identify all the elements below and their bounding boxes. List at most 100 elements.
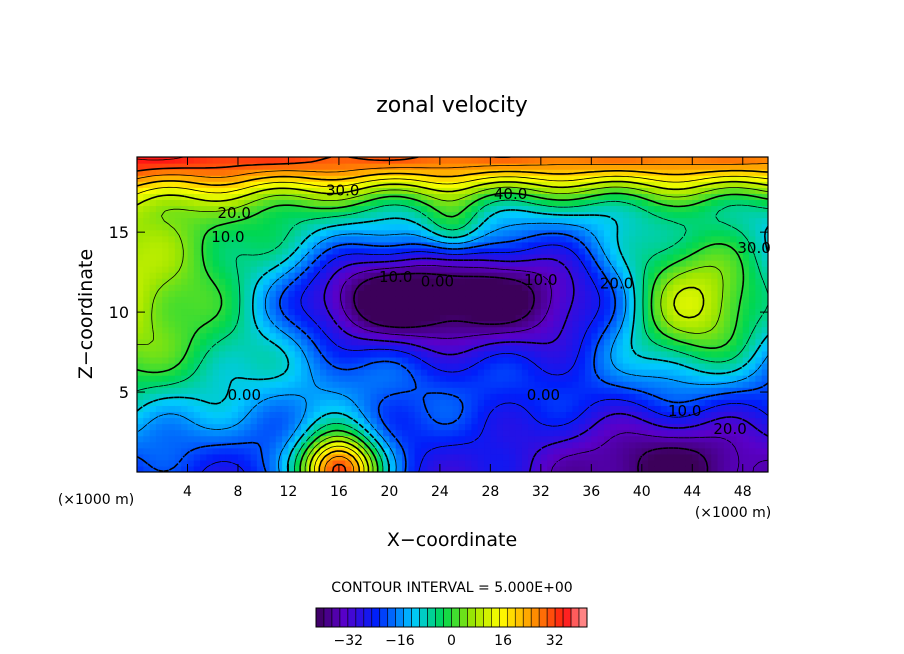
field-cell [427,375,435,382]
field-cell [383,338,390,346]
field-cell [420,157,428,164]
field-cell [566,344,573,352]
field-cell [402,223,409,231]
field-cell [641,205,649,213]
field-cell [566,381,573,388]
field-cell [338,253,346,261]
field-cell [648,338,656,346]
field-cell [263,314,271,322]
field-cell [370,441,378,449]
field-cell [679,205,687,213]
field-cell [566,369,573,376]
field-cell [692,326,700,334]
field-cell [528,356,536,364]
field-cell [319,278,327,285]
field-cell [660,235,668,243]
field-cell [509,235,517,243]
field-cell [610,272,618,279]
field-cell [502,369,510,376]
field-cell [730,290,738,297]
field-cell [307,356,315,364]
field-cell [294,229,302,237]
field-cell [610,465,618,472]
field-cell [521,247,529,255]
field-cell [572,266,580,273]
field-cell [256,235,264,243]
field-cell [420,278,428,285]
field-cell [364,235,372,243]
field-cell [610,163,618,170]
field-cell [698,447,706,455]
field-cell [502,290,510,297]
field-cell [559,387,567,394]
field-cell [660,296,668,303]
field-cell [193,344,201,352]
field-cell [301,465,308,472]
field-cell [427,435,435,443]
field-cell [717,157,725,164]
field-cell [711,308,719,316]
field-cell [471,253,479,261]
field-cell [383,217,390,225]
field-cell [685,356,693,364]
field-cell [629,247,637,255]
field-cell [471,241,479,249]
field-cell [345,362,353,370]
field-cell [502,247,510,255]
field-cell [313,181,321,188]
field-cell [433,308,441,316]
field-cell [439,278,447,285]
field-cell [515,302,523,310]
field-cell [484,259,491,267]
field-cell [237,187,245,194]
field-cell [477,356,485,364]
field-cell [629,296,637,303]
field-cell [685,296,693,303]
field-cell [319,193,327,201]
field-cell [509,417,517,425]
field-cell [225,187,233,194]
field-cell [648,435,656,443]
field-cell [408,169,416,176]
field-cell [521,199,529,207]
field-cell [679,169,687,176]
field-cell [376,193,384,201]
field-cell [730,211,738,219]
field-cell [540,435,548,443]
field-cell [585,278,592,285]
field-cell [187,387,195,394]
field-cell [383,369,390,376]
field-cell [282,344,290,352]
field-cell [319,157,327,164]
field-cell [288,387,296,394]
field-cell [376,405,384,413]
field-cell [370,272,378,279]
field-cell [155,187,163,194]
field-cell [427,417,435,425]
field-cell [648,399,656,406]
field-cell [723,284,731,291]
field-cell [237,247,245,255]
field-cell [149,411,157,419]
field-cell [225,356,233,364]
field-cell [667,302,674,310]
field-cell [502,375,510,382]
field-cell [357,326,365,334]
field-cell [187,411,195,419]
field-cell [301,308,308,316]
field-cell [717,350,725,358]
field-cell [433,350,441,358]
field-cell [673,369,681,376]
field-cell [484,296,491,303]
field-cell [433,423,441,431]
field-cell [307,259,315,267]
field-cell [547,453,555,461]
field-cell [332,181,340,188]
field-cell [143,217,151,225]
field-cell [219,381,226,388]
field-cell [225,399,233,406]
field-cell [458,447,466,455]
field-cell [458,247,466,255]
field-cell [515,290,523,297]
field-cell [332,362,340,370]
